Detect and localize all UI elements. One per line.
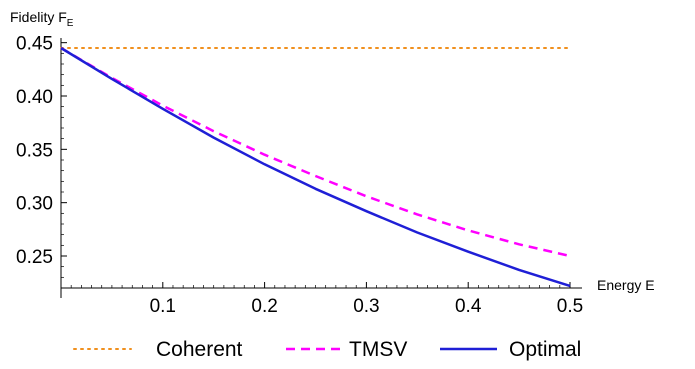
series-line-optimal — [60, 46, 571, 288]
legend: Coherent TMSV Optimal — [73, 338, 581, 361]
legend-label-coherent: Coherent — [156, 338, 243, 361]
x-tick-label: 0.2 — [251, 296, 277, 317]
legend-label-tmsv: TMSV — [349, 338, 407, 361]
y-axis-label: Fidelity FE — [10, 9, 74, 29]
y-tick-label: 0.40 — [16, 87, 53, 108]
series-layer — [60, 46, 571, 288]
x-tick-label: 0.5 — [557, 296, 583, 317]
x-tick-label: 0.3 — [353, 296, 379, 317]
y-tick-label: 0.30 — [16, 194, 53, 215]
x-axis-label: Energy E — [597, 277, 655, 293]
y-tick-label: 0.35 — [16, 140, 53, 161]
legend-label-optimal: Optimal — [509, 338, 581, 361]
x-tick-label: 0.1 — [150, 296, 176, 317]
axes: 0.1 0.2 0.3 0.4 0.5 0.25 0.30 0.35 0.40 0.45 — [16, 34, 583, 317]
x-tick-label: 0.4 — [455, 296, 482, 317]
y-tick-label: 0.25 — [16, 247, 53, 268]
series-line-tmsv — [60, 46, 571, 258]
y-tick-label: 0.45 — [16, 34, 53, 55]
y-axis-label-subscript: E — [67, 18, 74, 29]
